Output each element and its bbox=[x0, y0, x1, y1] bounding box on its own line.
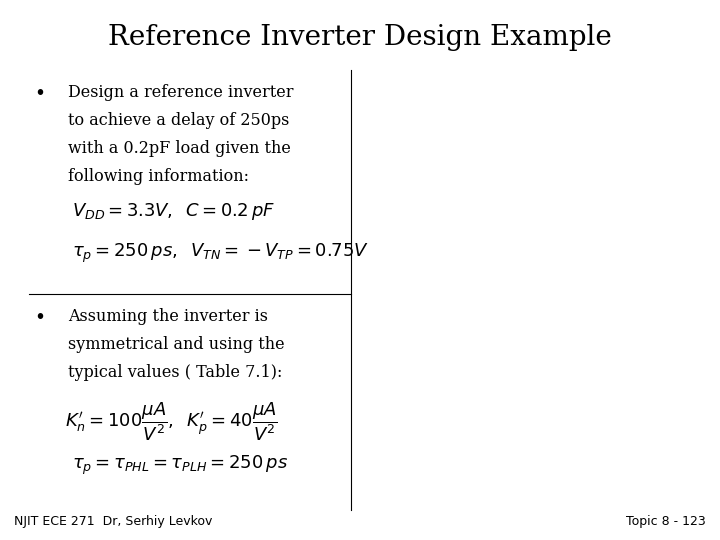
Text: NJIT ECE 271  Dr, Serhiy Levkov: NJIT ECE 271 Dr, Serhiy Levkov bbox=[14, 515, 213, 528]
Text: symmetrical and using the: symmetrical and using the bbox=[68, 336, 285, 353]
Text: Assuming the inverter is: Assuming the inverter is bbox=[68, 308, 269, 325]
Text: Reference Inverter Design Example: Reference Inverter Design Example bbox=[108, 24, 612, 51]
Text: with a 0.2pF load given the: with a 0.2pF load given the bbox=[68, 140, 292, 157]
Text: Design a reference inverter: Design a reference inverter bbox=[68, 84, 294, 100]
Text: $\tau_p = 250\,ps,\;\; V_{TN} = -V_{TP} = 0.75V$: $\tau_p = 250\,ps,\;\; V_{TN} = -V_{TP} … bbox=[72, 242, 369, 265]
Text: to achieve a delay of 250ps: to achieve a delay of 250ps bbox=[68, 112, 289, 129]
Text: $\tau_p = \tau_{PHL} = \tau_{PLH} = 250\,ps$: $\tau_p = \tau_{PHL} = \tau_{PLH} = 250\… bbox=[72, 454, 288, 477]
Text: Topic 8 - 123: Topic 8 - 123 bbox=[626, 515, 706, 528]
Text: •: • bbox=[35, 308, 45, 327]
Text: following information:: following information: bbox=[68, 168, 249, 185]
Text: $V_{DD} = 3.3V,\;\; C = 0.2\,pF$: $V_{DD} = 3.3V,\;\; C = 0.2\,pF$ bbox=[72, 201, 275, 222]
Text: $K_n^{\prime} = 100\dfrac{\mu A}{V^2},\;\; K_p^{\prime} = 40\dfrac{\mu A}{V^2}$: $K_n^{\prime} = 100\dfrac{\mu A}{V^2},\;… bbox=[65, 400, 278, 443]
Text: typical values ( Table 7.1):: typical values ( Table 7.1): bbox=[68, 364, 283, 381]
Text: •: • bbox=[35, 84, 45, 103]
